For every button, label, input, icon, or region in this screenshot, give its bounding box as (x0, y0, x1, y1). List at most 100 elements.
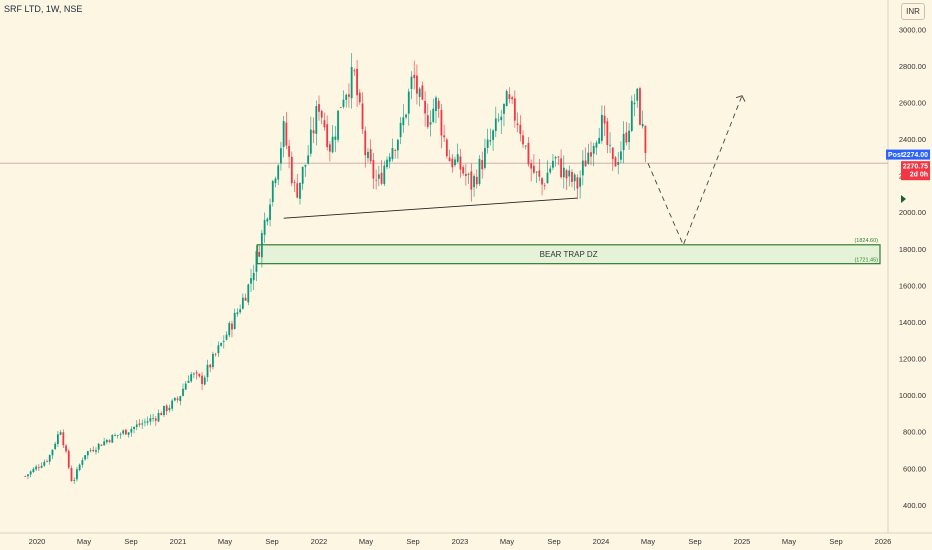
candle-body (323, 120, 326, 128)
candle-body (503, 103, 505, 114)
candle-body (484, 148, 486, 168)
candle-body (516, 123, 519, 126)
candle-body (280, 148, 282, 164)
candle-body (410, 76, 413, 89)
candle-body (27, 474, 29, 477)
candle-body (348, 94, 350, 97)
candle-body (78, 464, 81, 470)
candle-body (532, 165, 535, 173)
support-trendline[interactable] (283, 197, 578, 219)
candle-body (394, 150, 397, 151)
candle-body (135, 424, 138, 427)
candle-body (386, 159, 388, 168)
candle-body (236, 312, 239, 315)
candle-body (290, 156, 293, 184)
candle-body (625, 132, 628, 143)
candle-body (609, 144, 611, 146)
zone-upper-label: (1824.60) (854, 238, 878, 244)
candle-body (546, 172, 549, 184)
y-tick-label: 2600.00 (899, 98, 926, 107)
candle-body (220, 342, 222, 346)
candle-body (598, 137, 601, 144)
candle-body (432, 108, 435, 122)
candle-body (43, 461, 46, 466)
y-tick-label: 600.00 (903, 464, 926, 473)
candle-body (345, 94, 348, 100)
candle-body (377, 174, 380, 179)
candle-body (97, 443, 100, 450)
candle-body (157, 412, 160, 422)
candle-body (165, 405, 168, 412)
candle-body (590, 152, 592, 157)
candle-body (81, 460, 84, 465)
candle-body (328, 144, 331, 152)
candle-body (396, 139, 399, 151)
candle-body (584, 160, 587, 167)
projection-path[interactable] (647, 95, 743, 247)
post-tag-label: Post (888, 152, 904, 159)
candle-body (285, 122, 288, 146)
x-tick-label: Sep (406, 537, 419, 546)
candle-body (37, 467, 40, 469)
candle-body (247, 284, 250, 303)
candle-body (141, 423, 144, 425)
candle-body (195, 372, 198, 374)
y-tick-label: 800.00 (903, 428, 926, 437)
candle-body (644, 125, 647, 153)
currency-button[interactable]: INR (901, 3, 925, 20)
y-tick-label: 1600.00 (899, 281, 926, 290)
x-tick-label: 2020 (29, 537, 46, 546)
candle-body (206, 364, 209, 378)
x-tick-label: 2024 (593, 537, 610, 546)
zone-lower-label: (1721.45) (854, 258, 878, 264)
x-tick-label: May (500, 537, 514, 546)
candle-body (470, 171, 473, 190)
candle-body (494, 118, 497, 131)
y-tick-label: 1800.00 (899, 245, 926, 254)
candle-body (89, 450, 92, 452)
candle-body (375, 179, 378, 181)
candle-body (133, 426, 135, 430)
candle-body (467, 173, 470, 175)
candle-body (522, 135, 524, 145)
candle-body (103, 441, 106, 446)
candle-body (473, 175, 475, 188)
candle-body (231, 323, 233, 330)
candle-body (636, 88, 639, 101)
candle-body (630, 100, 633, 131)
candle-body (500, 116, 503, 121)
candle-body (179, 396, 182, 402)
x-tick-label: May (359, 537, 373, 546)
candle-body (407, 91, 410, 114)
candle-body (475, 176, 478, 185)
candle-body (108, 440, 111, 442)
candle-body (372, 160, 375, 179)
candle-body (171, 400, 174, 409)
candle-body (269, 204, 271, 220)
candle-body (367, 151, 369, 159)
x-tick-label: Sep (547, 537, 560, 546)
scroll-right-icon[interactable] (901, 195, 906, 203)
candle-body (222, 340, 225, 342)
candle-body (92, 449, 95, 452)
candle-body (456, 154, 459, 162)
candle-body (527, 142, 530, 165)
candle-body (46, 461, 48, 462)
candle-body (252, 272, 255, 281)
x-tick-label: May (641, 537, 655, 546)
y-tick-label: 1400.00 (899, 318, 926, 327)
candle-body (130, 428, 133, 433)
last-price-value: 2270.75 (903, 164, 928, 171)
x-tick-label: Sep (688, 537, 701, 546)
candle-body (209, 364, 212, 368)
candle-body (119, 433, 122, 435)
candle-body (552, 160, 554, 168)
candle-body (225, 334, 228, 340)
candle-body (600, 114, 603, 141)
candle-body (255, 251, 258, 272)
candle-body (562, 167, 565, 178)
candle-body (111, 435, 114, 443)
symbol-title: SRF LTD, 1W, NSE (4, 4, 83, 14)
